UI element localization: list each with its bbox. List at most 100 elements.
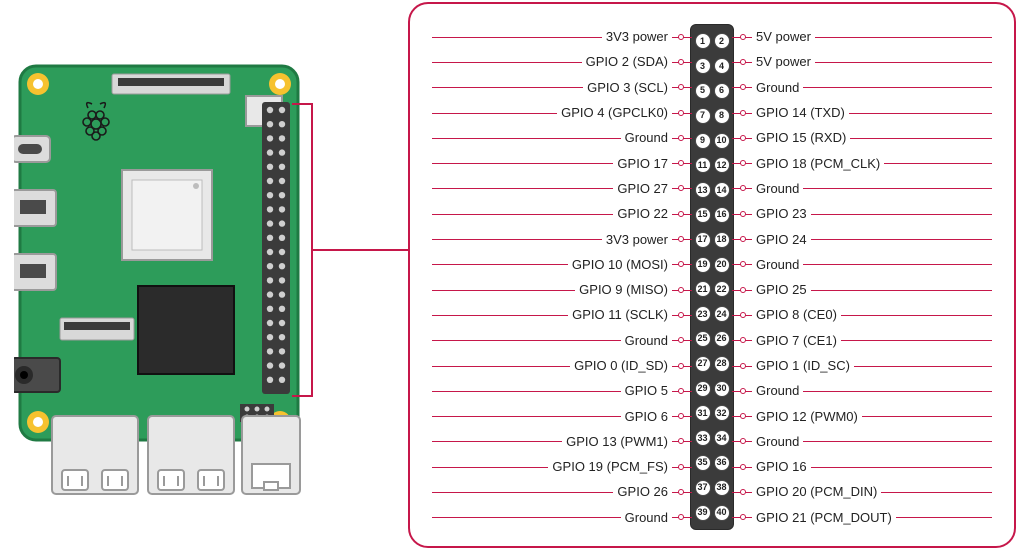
- pin-label-row: Ground: [732, 176, 1014, 201]
- pin-leader-end: [678, 514, 684, 520]
- pinout-panel: 1234567891011121314151617181920212223242…: [408, 2, 1016, 548]
- pin-leader-end: [740, 261, 746, 267]
- pin-leader-end: [740, 185, 746, 191]
- pin-leader-end: [740, 34, 746, 40]
- pin-number-dot: 36: [714, 455, 730, 471]
- pin-number-dot: 18: [714, 232, 730, 248]
- pin-row: 3738: [691, 480, 733, 496]
- pin-leader-end: [678, 211, 684, 217]
- pin-label-row: Ground: [732, 378, 1014, 403]
- board-header-pin: [267, 362, 273, 368]
- board-header-pin: [279, 362, 285, 368]
- board-svg: [14, 60, 304, 500]
- pin-row: 910: [691, 133, 733, 149]
- pin-row: 12: [691, 33, 733, 49]
- pin-number-dot: 15: [695, 207, 711, 223]
- pin-label: GPIO 2 (SDA): [582, 54, 672, 69]
- pin-leader-end: [678, 59, 684, 65]
- pin-label: GPIO 5: [621, 383, 672, 398]
- pin-label-row: GPIO 3 (SCL): [410, 75, 692, 100]
- board-gpio-header: [262, 102, 290, 394]
- board-header-pin: [279, 235, 285, 241]
- pin-leader-end: [740, 464, 746, 470]
- pin-leader-end: [740, 211, 746, 217]
- pin-label: 3V3 power: [602, 29, 672, 44]
- pin-label-row: GPIO 7 (CE1): [732, 328, 1014, 353]
- pin-header-strip: 1234567891011121314151617181920212223242…: [690, 24, 734, 530]
- pin-number-dot: 31: [695, 405, 711, 421]
- pin-label-row: GPIO 19 (PCM_FS): [410, 454, 692, 479]
- board-header-pin: [267, 206, 273, 212]
- pin-row: 56: [691, 83, 733, 99]
- pin-number-dot: 30: [714, 381, 730, 397]
- pin-label-row: GPIO 5: [410, 378, 692, 403]
- pin-label-row: GPIO 6: [410, 403, 692, 428]
- pin-number-dot: 19: [695, 257, 711, 273]
- pin-leader-end: [678, 34, 684, 40]
- board-header-pin: [267, 192, 273, 198]
- pin-row: 3940: [691, 505, 733, 521]
- pin-label-row: GPIO 25: [732, 277, 1014, 302]
- pin-number-dot: 39: [695, 505, 711, 521]
- pin-label: GPIO 26: [613, 484, 672, 499]
- pin-label: GPIO 21 (PCM_DOUT): [752, 510, 896, 525]
- pin-label-row: GPIO 10 (MOSI): [410, 252, 692, 277]
- pin-label-row: GPIO 15 (RXD): [732, 125, 1014, 150]
- pin-label: GPIO 27: [613, 181, 672, 196]
- pin-number-dot: 9: [695, 133, 711, 149]
- pin-leader-end: [678, 337, 684, 343]
- pin-leader-end: [740, 110, 746, 116]
- pin-leader-end: [740, 388, 746, 394]
- board-header-pin: [279, 192, 285, 198]
- pin-number-dot: 8: [714, 108, 730, 124]
- pin-row: 1920: [691, 257, 733, 273]
- pin-leader-end: [678, 312, 684, 318]
- pin-label: GPIO 9 (MISO): [575, 282, 672, 297]
- pin-leader-end: [740, 84, 746, 90]
- pin-label: GPIO 0 (ID_SD): [570, 358, 672, 373]
- pin-row: 2728: [691, 356, 733, 372]
- pin-number-dot: 35: [695, 455, 711, 471]
- pin-leader-end: [678, 287, 684, 293]
- pin-label-row: 3V3 power: [410, 24, 692, 49]
- pin-label-row: Ground: [732, 75, 1014, 100]
- board-header-pin: [279, 377, 285, 383]
- pin-label: Ground: [621, 510, 672, 525]
- board-header-pin: [279, 107, 285, 113]
- pin-label: Ground: [752, 181, 803, 196]
- pin-leader-end: [740, 514, 746, 520]
- pin-row: 1314: [691, 182, 733, 198]
- pin-leader-end: [740, 59, 746, 65]
- pin-number-dot: 26: [714, 331, 730, 347]
- pin-row: 1516: [691, 207, 733, 223]
- pin-label-row: GPIO 2 (SDA): [410, 49, 692, 74]
- pin-label: GPIO 15 (RXD): [752, 130, 850, 145]
- pin-leader-end: [678, 110, 684, 116]
- pin-label-row: GPIO 9 (MISO): [410, 277, 692, 302]
- pin-number-dot: 17: [695, 232, 711, 248]
- pin-label-row: GPIO 24: [732, 226, 1014, 251]
- board-header-pin: [267, 164, 273, 170]
- pin-label-row: GPIO 27: [410, 176, 692, 201]
- board-header-pin: [279, 164, 285, 170]
- pin-label: 3V3 power: [602, 232, 672, 247]
- board-header-pin: [267, 107, 273, 113]
- pin-label-row: GPIO 26: [410, 479, 692, 504]
- pin-leader-end: [740, 363, 746, 369]
- pin-leader-end: [678, 261, 684, 267]
- pin-label: 5V power: [752, 54, 815, 69]
- board-header-pin: [267, 348, 273, 354]
- pin-row: 2526: [691, 331, 733, 347]
- pin-label: GPIO 14 (TXD): [752, 105, 849, 120]
- pin-number-dot: 14: [714, 182, 730, 198]
- pin-row: 1718: [691, 232, 733, 248]
- pin-leader-end: [740, 337, 746, 343]
- pin-label-row: 5V power: [732, 49, 1014, 74]
- pin-leader-end: [678, 363, 684, 369]
- pin-label-row: GPIO 4 (GPCLK0): [410, 100, 692, 125]
- board-header-pin: [267, 149, 273, 155]
- pin-leader-end: [740, 438, 746, 444]
- pin-leader-end: [678, 464, 684, 470]
- pin-leader-end: [678, 84, 684, 90]
- pin-leader-end: [740, 135, 746, 141]
